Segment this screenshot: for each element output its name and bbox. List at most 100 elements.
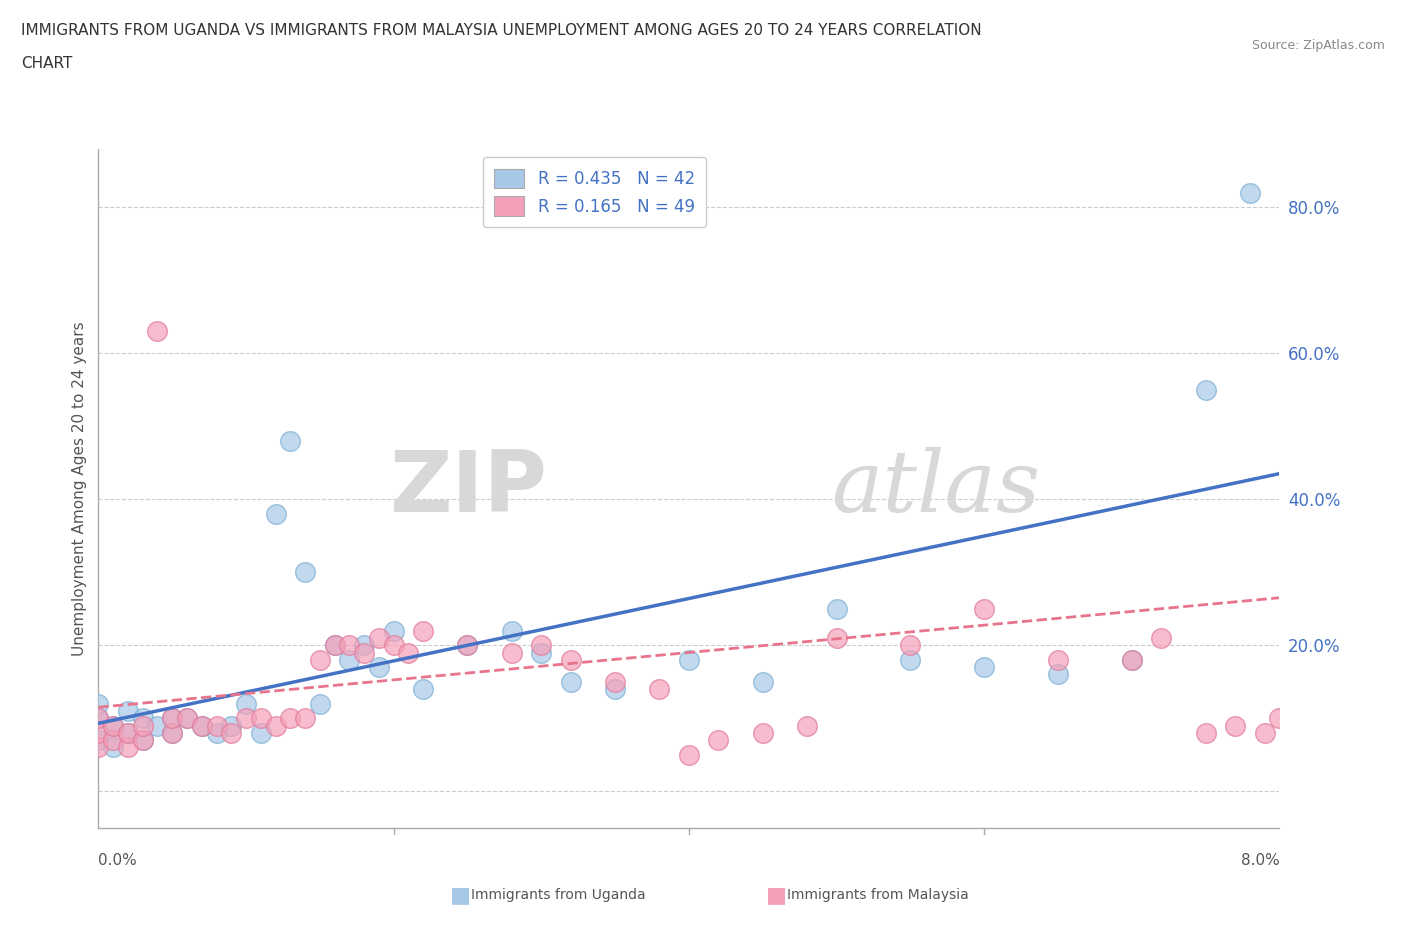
Point [264, 506, 287, 521]
Point [132, 718, 155, 733]
Text: 8.0%: 8.0% [1240, 853, 1279, 868]
Point [1046, 667, 1069, 682]
Point [456, 638, 478, 653]
Point [501, 645, 523, 660]
Point [1223, 718, 1246, 733]
Point [1046, 652, 1069, 667]
Point [898, 652, 921, 667]
Point [1268, 711, 1291, 725]
Point [205, 725, 228, 740]
Point [1254, 725, 1277, 740]
Point [87, 697, 110, 711]
Point [103, 718, 124, 733]
Point [278, 433, 301, 448]
Point [501, 623, 523, 638]
Point [294, 711, 316, 725]
Y-axis label: Unemployment Among Ages 20 to 24 years: Unemployment Among Ages 20 to 24 years [72, 321, 87, 656]
Point [323, 638, 346, 653]
Point [176, 711, 198, 725]
Text: Immigrants from Uganda: Immigrants from Uganda [471, 887, 645, 902]
Point [117, 703, 139, 718]
Point [382, 623, 405, 638]
Point [146, 324, 169, 339]
Point [219, 725, 242, 740]
Point [162, 711, 183, 725]
Point [103, 718, 124, 733]
Point [191, 718, 214, 733]
Point [117, 725, 139, 740]
Point [1121, 652, 1143, 667]
Point [235, 711, 257, 725]
Point [87, 725, 110, 740]
Text: 0.0%: 0.0% [98, 853, 138, 868]
Point [87, 733, 110, 748]
Point [103, 740, 124, 755]
Point [1121, 652, 1143, 667]
Text: IMMIGRANTS FROM UGANDA VS IMMIGRANTS FROM MALAYSIA UNEMPLOYMENT AMONG AGES 20 TO: IMMIGRANTS FROM UGANDA VS IMMIGRANTS FRO… [21, 23, 981, 38]
Text: Source: ZipAtlas.com: Source: ZipAtlas.com [1251, 39, 1385, 52]
Text: Immigrants from Malaysia: Immigrants from Malaysia [787, 887, 969, 902]
Point [323, 638, 346, 653]
Point [278, 711, 301, 725]
Point [87, 740, 110, 755]
Point [162, 725, 183, 740]
Point [707, 733, 730, 748]
Point [264, 718, 287, 733]
Point [1239, 185, 1261, 200]
Point [103, 733, 124, 748]
Point [294, 565, 316, 579]
Point [412, 623, 434, 638]
Point [605, 682, 627, 697]
Point [796, 718, 818, 733]
Point [132, 733, 155, 748]
Point [825, 602, 848, 617]
Point [87, 711, 110, 725]
Point [396, 645, 419, 660]
Point [132, 733, 155, 748]
Point [751, 674, 773, 689]
Point [162, 725, 183, 740]
Text: ZIP: ZIP [389, 446, 547, 530]
Point [1194, 382, 1216, 397]
Point [412, 682, 434, 697]
Point [132, 711, 155, 725]
Point [382, 638, 405, 653]
Legend: R = 0.435   N = 42, R = 0.165   N = 49: R = 0.435 N = 42, R = 0.165 N = 49 [482, 157, 706, 227]
Point [560, 652, 582, 667]
Point [678, 652, 700, 667]
Point [176, 711, 198, 725]
Point [308, 652, 332, 667]
Text: ■: ■ [766, 884, 787, 905]
Point [367, 659, 389, 674]
Point [898, 638, 921, 653]
Point [825, 631, 848, 645]
Point [367, 631, 389, 645]
Point [117, 725, 139, 740]
Point [308, 697, 332, 711]
Point [353, 645, 375, 660]
Text: CHART: CHART [21, 56, 73, 71]
Text: atlas: atlas [831, 447, 1040, 529]
Point [205, 718, 228, 733]
Point [146, 718, 169, 733]
Point [250, 711, 273, 725]
Point [353, 638, 375, 653]
Point [605, 674, 627, 689]
Point [337, 638, 360, 653]
Point [678, 748, 700, 763]
Point [973, 659, 995, 674]
Point [162, 711, 183, 725]
Point [530, 645, 553, 660]
Point [191, 718, 214, 733]
Point [235, 697, 257, 711]
Point [456, 638, 478, 653]
Point [530, 638, 553, 653]
Point [250, 725, 273, 740]
Point [751, 725, 773, 740]
Point [973, 602, 995, 617]
Point [219, 718, 242, 733]
Point [1194, 725, 1216, 740]
Point [87, 711, 110, 725]
Point [648, 682, 671, 697]
Point [560, 674, 582, 689]
